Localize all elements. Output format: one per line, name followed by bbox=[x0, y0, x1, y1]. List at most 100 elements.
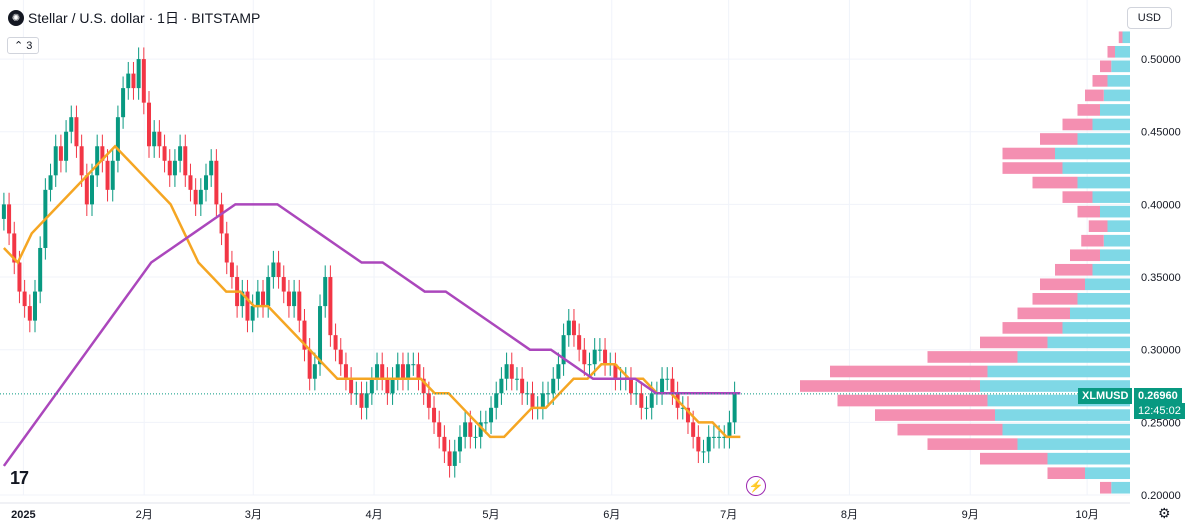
candle-body bbox=[7, 204, 12, 234]
candle-body bbox=[644, 407, 649, 409]
vp-down-bar bbox=[1040, 133, 1078, 145]
candle-body bbox=[525, 393, 530, 395]
candle-body bbox=[732, 393, 737, 423]
vp-up-bar bbox=[1092, 263, 1130, 276]
candle-body bbox=[577, 335, 582, 350]
vp-up-bar bbox=[1077, 133, 1130, 145]
candle-body bbox=[271, 262, 276, 278]
candle-body bbox=[711, 436, 716, 438]
candle-body bbox=[338, 349, 343, 365]
candle-body bbox=[204, 175, 209, 190]
vp-down-bar bbox=[1081, 234, 1104, 247]
candle-body bbox=[58, 146, 63, 161]
candle-body bbox=[426, 393, 431, 408]
vp-down-bar bbox=[875, 409, 995, 421]
y-tick-label: 0.35000 bbox=[1141, 272, 1181, 284]
vp-up-bar bbox=[1103, 89, 1130, 102]
candle-body bbox=[32, 291, 37, 321]
vp-up-bar bbox=[1085, 278, 1130, 291]
vp-up-bar bbox=[1103, 234, 1130, 247]
vp-up-bar bbox=[1100, 205, 1130, 218]
candle-body bbox=[380, 364, 385, 379]
candle-body bbox=[79, 146, 84, 176]
candle-body bbox=[318, 306, 323, 365]
candle-body bbox=[530, 393, 535, 408]
candle-body bbox=[566, 320, 571, 336]
tradingview-logo-icon: 17 bbox=[10, 468, 29, 488]
vp-up-bar bbox=[995, 409, 1130, 421]
lightning-icon[interactable]: ⚡ bbox=[746, 476, 766, 496]
candle-body bbox=[660, 378, 665, 394]
vp-up-bar bbox=[1070, 307, 1130, 320]
candle-body bbox=[701, 451, 706, 453]
vp-down-bar bbox=[1017, 307, 1070, 320]
x-tick-label: 2月 bbox=[136, 509, 153, 521]
candle-body bbox=[147, 102, 152, 147]
candle-body bbox=[69, 117, 74, 132]
candle-body bbox=[597, 349, 602, 351]
vp-down-bar bbox=[1100, 481, 1112, 494]
indicators-toggle[interactable]: ⌃ 3 bbox=[7, 37, 40, 54]
volume-profile bbox=[800, 31, 1130, 494]
vp-down-bar bbox=[1107, 45, 1115, 58]
vp-down-bar bbox=[1062, 118, 1093, 131]
vp-up-bar bbox=[1111, 481, 1130, 494]
vp-up-bar bbox=[980, 380, 1130, 392]
candle-body bbox=[188, 175, 193, 190]
candle-body bbox=[504, 364, 509, 379]
candle-body bbox=[53, 146, 58, 176]
candle-body bbox=[587, 364, 592, 366]
candle-body bbox=[64, 131, 69, 161]
candle-body bbox=[281, 277, 286, 292]
candle-body bbox=[105, 160, 110, 190]
candle-body bbox=[540, 393, 545, 408]
current-price-label: 0.26960 bbox=[1134, 388, 1182, 404]
vp-up-bar bbox=[1092, 191, 1130, 203]
candle-body bbox=[561, 335, 566, 365]
vp-down-bar bbox=[1032, 176, 1078, 189]
x-tick-label: 5月 bbox=[482, 509, 499, 521]
candle-body bbox=[706, 436, 711, 452]
candle-body bbox=[167, 160, 172, 176]
candle-body bbox=[613, 364, 618, 379]
candle-body bbox=[141, 59, 146, 103]
vp-down-bar bbox=[1088, 220, 1108, 232]
x-axis: 2025 2月 3月 4月 5月 6月 7月 8月 9月 10月 bbox=[11, 509, 1099, 521]
candle-body bbox=[224, 233, 229, 263]
vp-down-bar bbox=[1077, 104, 1100, 116]
y-tick-label: 0.25000 bbox=[1141, 417, 1181, 429]
settings-icon[interactable]: ⚙ bbox=[1158, 505, 1171, 521]
candle-body bbox=[302, 320, 307, 350]
candle-body bbox=[349, 378, 354, 394]
vp-up-bar bbox=[1092, 118, 1130, 131]
y-tick-label: 0.40000 bbox=[1141, 199, 1181, 211]
candle-body bbox=[437, 422, 442, 437]
vp-down-bar bbox=[980, 336, 1048, 349]
x-tick-label: 6月 bbox=[603, 509, 620, 521]
vp-down-bar bbox=[927, 351, 1018, 363]
x-tick-label: 3月 bbox=[245, 509, 262, 521]
stellar-logo-icon: ✺ bbox=[8, 10, 24, 26]
candle-body bbox=[406, 364, 411, 379]
candle-body bbox=[551, 378, 556, 394]
vp-up-bar bbox=[1047, 452, 1130, 465]
candle-body bbox=[323, 277, 328, 307]
candle-body bbox=[214, 160, 219, 205]
y-tick-label: 0.45000 bbox=[1141, 127, 1181, 139]
candle-body bbox=[390, 378, 395, 394]
candle-body bbox=[136, 59, 141, 89]
candle-body bbox=[84, 175, 89, 205]
vp-up-bar bbox=[1115, 45, 1130, 58]
candle-body bbox=[245, 291, 250, 321]
symbol-title[interactable]: ✺ Stellar / U.S. dollar · 1日 · BITSTAMP bbox=[8, 8, 260, 28]
candle-body bbox=[12, 233, 17, 263]
candle-body bbox=[717, 436, 722, 438]
currency-button[interactable]: USD bbox=[1126, 7, 1172, 29]
candle-body bbox=[115, 117, 120, 161]
candle-body bbox=[649, 393, 654, 408]
candle-body bbox=[89, 175, 94, 205]
candle-body bbox=[457, 436, 462, 452]
candle-body bbox=[670, 378, 675, 394]
vp-up-bar bbox=[1107, 220, 1130, 232]
